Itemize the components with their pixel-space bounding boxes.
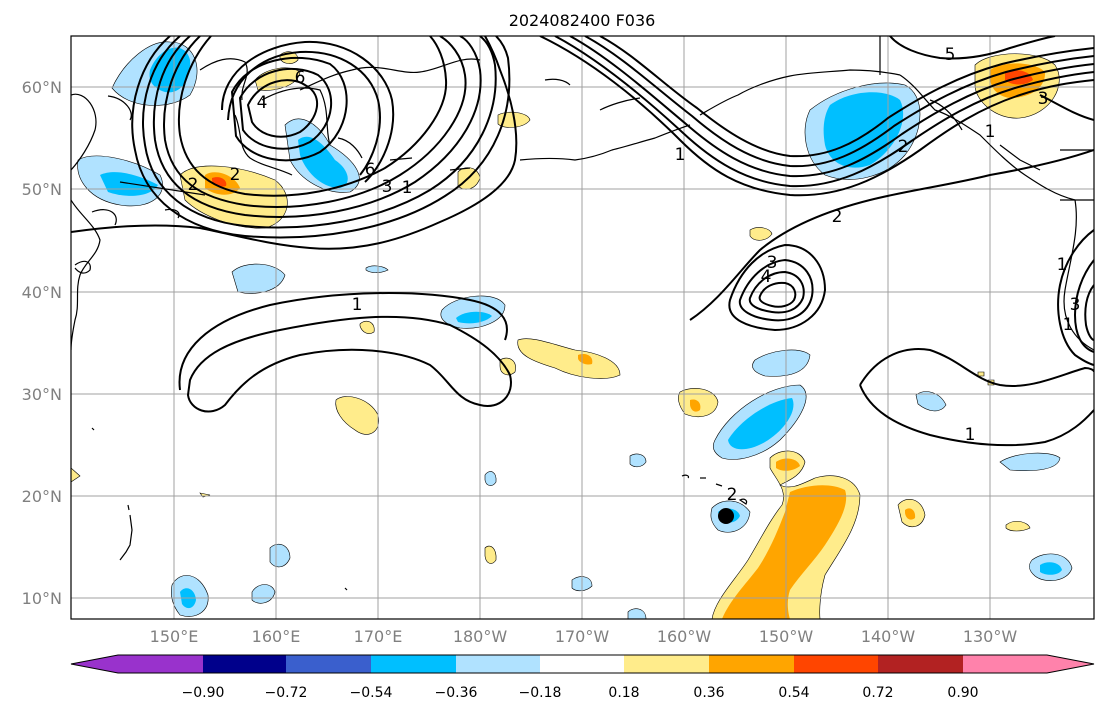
lon-label: 180°W — [453, 627, 508, 646]
lat-label: 10°N — [22, 589, 62, 608]
contour-label: 3 — [1070, 295, 1081, 315]
contour-label: 5 — [945, 45, 956, 65]
colorbar-segments — [71, 655, 1094, 673]
contour-lines — [71, 36, 1094, 447]
contour-label: 2 — [230, 165, 241, 185]
contour-label: 2 — [188, 175, 199, 195]
colorbar-tick-label: 0.90 — [947, 685, 978, 701]
colorbar-segment — [203, 655, 286, 673]
colorbar-labels: −0.90 −0.72 −0.54 −0.36 −0.18 0.18 0.36 … — [182, 685, 979, 701]
colorbar-segment — [794, 655, 878, 673]
contour-label: 1 — [1063, 315, 1074, 335]
shading-deep-sky-blue — [100, 47, 1062, 609]
coastlines — [71, 36, 1094, 591]
contour-label: 6 — [295, 68, 306, 88]
colorbar-segment — [624, 655, 709, 673]
lon-label: 170°W — [555, 627, 610, 646]
lon-label: 150°E — [150, 627, 199, 646]
colorbar-segment — [371, 655, 456, 673]
lon-label: 160°W — [657, 627, 712, 646]
longitude-labels: 150°E 160°E 170°E 180°W 170°W 160°W 150°… — [150, 627, 1018, 646]
contour-label: 2 — [898, 137, 909, 157]
contour-label: 3 — [1038, 89, 1049, 109]
contour-label: 1 — [402, 178, 413, 198]
colorbar-tick-label: 0.54 — [778, 685, 809, 701]
contour-label: 3 — [767, 253, 778, 273]
contour-label: 1 — [965, 425, 976, 445]
lat-label: 60°N — [22, 78, 62, 97]
colorbar-tick-label: −0.90 — [182, 685, 225, 701]
map-title: 2024082400 F036 — [509, 11, 656, 30]
colorbar-tick-label: −0.54 — [350, 685, 393, 701]
contour-label: 1 — [1057, 255, 1068, 275]
colorbar-segment — [709, 655, 794, 673]
lat-label: 30°N — [22, 385, 62, 404]
contour-label: 4 — [761, 267, 772, 287]
colorbar-tick-label: 0.36 — [693, 685, 724, 701]
colorbar-tick-label: −0.72 — [265, 685, 308, 701]
colorbar-tick-label: −0.36 — [435, 685, 478, 701]
colorbar-segment — [540, 655, 624, 673]
lat-label: 50°N — [22, 180, 62, 199]
map-area: 6 4 2 6 3 1 1 2 5 3 2 1 1 2 3 4 1 1 3 1 … — [71, 36, 1094, 619]
contour-label: 1 — [352, 295, 363, 315]
storm-center-dot — [718, 508, 734, 524]
lon-label: 170°E — [354, 627, 403, 646]
contour-labels: 6 4 2 6 3 1 1 2 5 3 2 1 1 2 3 4 1 1 3 1 … — [188, 45, 1081, 505]
lat-label: 20°N — [22, 487, 62, 506]
contour-label: 4 — [257, 93, 268, 113]
lon-label: 140°W — [861, 627, 916, 646]
lat-label: 40°N — [22, 283, 62, 302]
colorbar: −0.90 −0.72 −0.54 −0.36 −0.18 0.18 0.36 … — [70, 654, 1095, 701]
colorbar-segment — [286, 655, 371, 673]
contour-label: 2 — [727, 485, 738, 505]
contour-label: 3 — [382, 177, 393, 197]
colorbar-tick-label: −0.18 — [519, 685, 562, 701]
lon-label: 130°W — [963, 627, 1018, 646]
latitude-labels: 60°N 50°N 40°N 30°N 20°N 10°N — [22, 78, 62, 608]
colorbar-tick-label: 0.18 — [608, 685, 639, 701]
lon-label: 150°W — [759, 627, 814, 646]
colorbar-segment — [878, 655, 963, 673]
contour-label: 6 — [365, 160, 376, 180]
colorbar-outline — [70, 654, 1095, 674]
contour-label: 1 — [675, 145, 686, 165]
map-frame — [70, 35, 1095, 620]
contour-label: 2 — [832, 207, 843, 227]
colorbar-segment — [456, 655, 540, 673]
lon-label: 160°E — [252, 627, 301, 646]
colorbar-segment — [71, 655, 203, 673]
contour-label: 1 — [985, 122, 996, 142]
colorbar-tick-label: 0.72 — [862, 685, 893, 701]
colorbar-segment — [963, 655, 1094, 673]
